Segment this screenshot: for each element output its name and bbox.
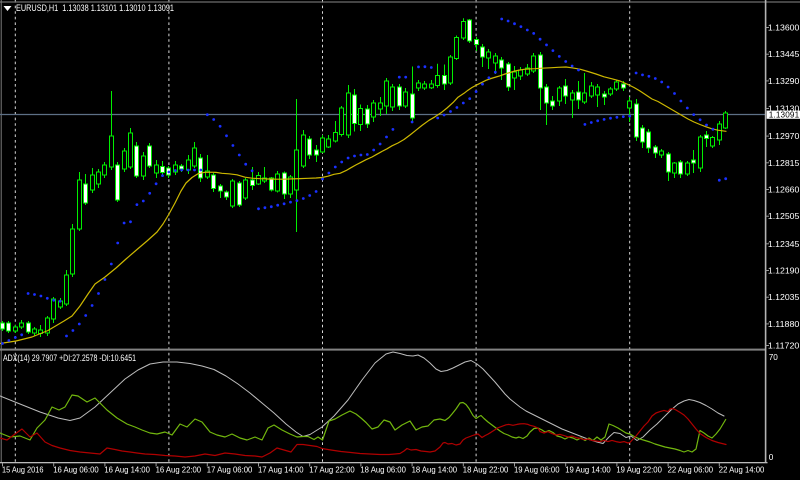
svg-text:18 Aug 14:00: 18 Aug 14:00 <box>412 465 458 474</box>
svg-text:16 Aug 22:00: 16 Aug 22:00 <box>156 465 202 474</box>
svg-text:ADX(14) 29.7907 +DI:27.2578 -D: ADX(14) 29.7907 +DI:27.2578 -DI:10.6451 <box>3 353 136 363</box>
svg-text:19 Aug 06:00: 19 Aug 06:00 <box>514 465 560 474</box>
svg-text:19 Aug 14:00: 19 Aug 14:00 <box>565 465 611 474</box>
svg-text:1.12345: 1.12345 <box>768 240 800 249</box>
svg-text:1.13445: 1.13445 <box>768 50 800 59</box>
svg-text:1.11720: 1.11720 <box>768 342 800 351</box>
svg-text:1.12505: 1.12505 <box>768 212 800 221</box>
svg-text:1.12660: 1.12660 <box>768 186 800 195</box>
svg-text:70: 70 <box>769 353 779 362</box>
svg-text:1.12035: 1.12035 <box>768 293 800 302</box>
svg-text:15 Aug 2016: 15 Aug 2016 <box>2 465 44 474</box>
svg-text:1.13600: 1.13600 <box>768 24 800 33</box>
svg-text:1.13091: 1.13091 <box>769 111 800 120</box>
svg-text:17 Aug 06:00: 17 Aug 06:00 <box>207 465 253 474</box>
svg-text:18 Aug 06:00: 18 Aug 06:00 <box>360 465 406 474</box>
svg-text:22 Aug 14:00: 22 Aug 14:00 <box>719 465 765 474</box>
svg-text:1.13290: 1.13290 <box>768 77 800 86</box>
svg-text:17 Aug 14:00: 17 Aug 14:00 <box>258 465 304 474</box>
svg-text:1.12815: 1.12815 <box>768 159 800 168</box>
svg-text:1.13130: 1.13130 <box>768 105 800 114</box>
svg-text:1.11880: 1.11880 <box>768 320 800 329</box>
svg-text:EURUSD,H1 1.13038 1.13101 1.1: EURUSD,H1 1.13038 1.13101 1.13010 1.1309… <box>16 3 174 13</box>
svg-text:16 Aug 06:00: 16 Aug 06:00 <box>53 465 99 474</box>
svg-text:1.12970: 1.12970 <box>768 132 800 141</box>
svg-text:18 Aug 22:00: 18 Aug 22:00 <box>463 465 509 474</box>
svg-text:19 Aug 22:00: 19 Aug 22:00 <box>616 465 662 474</box>
svg-text:16 Aug 14:00: 16 Aug 14:00 <box>104 465 150 474</box>
svg-text:17 Aug 22:00: 17 Aug 22:00 <box>309 465 355 474</box>
svg-text:1.12190: 1.12190 <box>768 267 800 276</box>
svg-text:0: 0 <box>769 453 774 462</box>
svg-text:22 Aug 06:00: 22 Aug 06:00 <box>668 465 714 474</box>
